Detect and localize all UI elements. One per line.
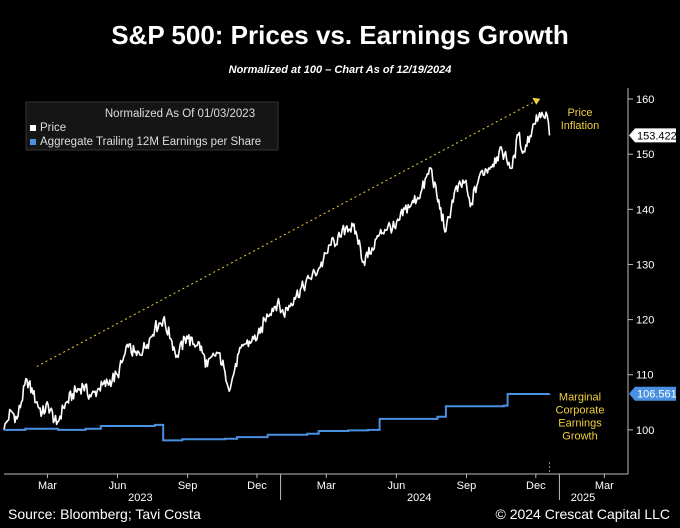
year-label: 2023 [128, 492, 152, 504]
year-label: 2025 [571, 492, 595, 504]
legend-entry: Price [40, 122, 66, 134]
earnings-last-value-label-bg [629, 386, 676, 401]
price-last-value-label-bg [629, 128, 676, 143]
earnings-last-value-label: 106.561 [637, 389, 677, 401]
copyright-note: © 2024 Crescat Capital LLC [495, 506, 670, 522]
y-tick-label: 140 [636, 204, 654, 216]
y-tick-label: 100 [636, 425, 654, 437]
annotation-0-line: Inflation [561, 120, 600, 132]
x-tick-label: Mar [38, 480, 57, 492]
y-tick-label: 120 [636, 315, 654, 327]
legend-swatch [30, 125, 36, 131]
price-last-value-label: 153.4222 [637, 130, 680, 142]
legend-entry: Aggregate Trailing 12M Earnings per Shar… [40, 136, 261, 148]
x-tick-label: Jun [388, 480, 406, 492]
source-note: Source: Bloomberg; Tavi Costa [8, 506, 201, 522]
annotation-1-line: Corporate [556, 405, 605, 417]
legend-swatch [30, 139, 36, 145]
x-tick-label: Sep [178, 480, 198, 492]
chart-subtitle: Normalized at 100 – Chart As of 12/19/20… [228, 64, 452, 76]
series-price-line [3, 111, 551, 431]
legend-box [25, 101, 279, 151]
x-tick-label: Mar [317, 480, 336, 492]
y-tick-label: 150 [636, 149, 654, 161]
x-tick-label: Mar [595, 480, 614, 492]
series-earnings-line [4, 393, 551, 442]
annotation-1-line: Marginal [559, 392, 601, 404]
x-tick-label: Dec [526, 480, 546, 492]
trend-line [36, 101, 535, 367]
year-label: 2024 [407, 492, 431, 504]
y-tick-label: 160 [636, 94, 654, 106]
trend-arrowhead [532, 97, 541, 105]
x-tick-label: Dec [247, 480, 267, 492]
annotation-1-line: Earnings [558, 418, 602, 430]
annotation-1-line: Growth [562, 431, 597, 443]
legend-title: Normalized As Of 01/03/2023 [105, 108, 255, 120]
x-tick-label: Sep [457, 480, 477, 492]
y-tick-label: 110 [636, 370, 654, 382]
x-tick-label: Jun [109, 480, 127, 492]
y-tick-label: 130 [636, 259, 654, 271]
annotation-0-line: Price [567, 107, 592, 119]
chart-title: S&P 500: Prices vs. Earnings Growth [111, 20, 569, 50]
